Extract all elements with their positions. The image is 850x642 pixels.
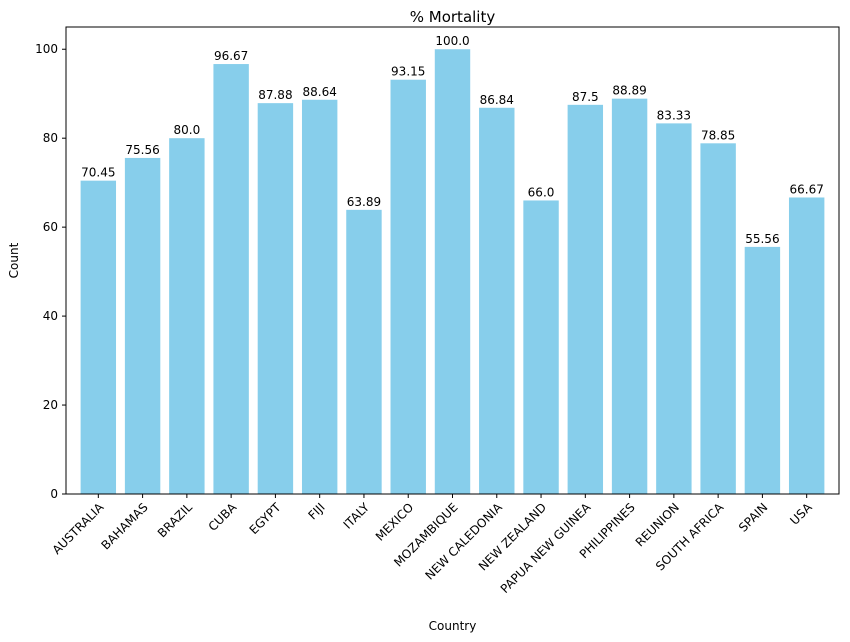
x-tick-label: EGYPT <box>247 500 284 537</box>
x-tick-label: FIJI <box>306 500 328 522</box>
value-label: 80.0 <box>174 123 201 137</box>
value-label: 66.0 <box>528 185 555 199</box>
x-tick-label: CUBA <box>206 500 240 534</box>
bar-new-zealand <box>523 200 559 494</box>
bar-papua-new-guinea <box>567 104 604 494</box>
bar-bahamas <box>124 157 161 494</box>
value-label: 93.15 <box>391 65 425 79</box>
x-tick-label: AUSTRALIA <box>50 500 107 557</box>
value-labels-group: 70.45 75.56 80.0 96.67 87.88 88.64 63.89 93.15 1… <box>81 34 824 246</box>
y-tick-label: 80 <box>43 131 58 145</box>
x-tick-label: ITALY <box>341 500 373 532</box>
value-label: 87.88 <box>258 88 292 102</box>
value-label: 66.67 <box>790 182 824 196</box>
plot-frame <box>65 26 840 495</box>
value-label: 78.85 <box>701 128 735 142</box>
y-tick-label: 20 <box>43 398 58 412</box>
bar-spain <box>744 246 781 494</box>
bar-fiji <box>301 99 338 494</box>
value-label: 70.45 <box>81 166 115 180</box>
bar-usa <box>788 197 825 494</box>
x-axis-label: Country <box>429 619 477 633</box>
value-label: 86.84 <box>480 93 514 107</box>
bar-mexico <box>390 79 426 494</box>
y-tick-label: 100 <box>35 42 58 56</box>
x-tick-label: NEW CALEDONIA <box>423 500 506 583</box>
x-tick-label: USA <box>787 500 815 528</box>
value-label: 63.89 <box>347 195 381 209</box>
bar-egypt <box>257 103 294 494</box>
y-axis: 0 20 40 60 80 100 <box>35 42 66 501</box>
x-tick-label: BAHAMAS <box>98 500 150 552</box>
value-label: 100.0 <box>435 34 469 48</box>
bar-cuba <box>213 64 249 494</box>
chart-title: % Mortality <box>410 8 496 26</box>
x-tick-label: BRAZIL <box>155 500 195 540</box>
value-label: 96.67 <box>214 49 248 63</box>
bar-mozambique <box>434 49 471 494</box>
bar-reunion <box>656 123 692 494</box>
y-tick-label: 40 <box>43 309 58 323</box>
x-tick-label: SPAIN <box>736 500 771 535</box>
value-label: 88.64 <box>303 85 337 99</box>
bars-group <box>80 49 825 495</box>
bar-philippines <box>611 98 648 494</box>
value-label: 55.56 <box>745 232 779 246</box>
bar-new-caledonia <box>479 107 515 494</box>
bar-brazil <box>169 138 205 494</box>
y-tick-label: 0 <box>50 487 58 501</box>
bar-australia <box>80 180 117 495</box>
bar-south-africa <box>700 143 736 494</box>
y-axis-label: Count <box>7 242 21 278</box>
value-label: 83.33 <box>657 108 691 122</box>
x-tick-label: MEXICO <box>373 500 417 544</box>
bar-italy <box>346 209 382 494</box>
value-label: 88.89 <box>612 84 646 98</box>
value-label: 87.5 <box>572 90 599 104</box>
y-tick-label: 60 <box>43 220 58 234</box>
value-label: 75.56 <box>125 143 159 157</box>
